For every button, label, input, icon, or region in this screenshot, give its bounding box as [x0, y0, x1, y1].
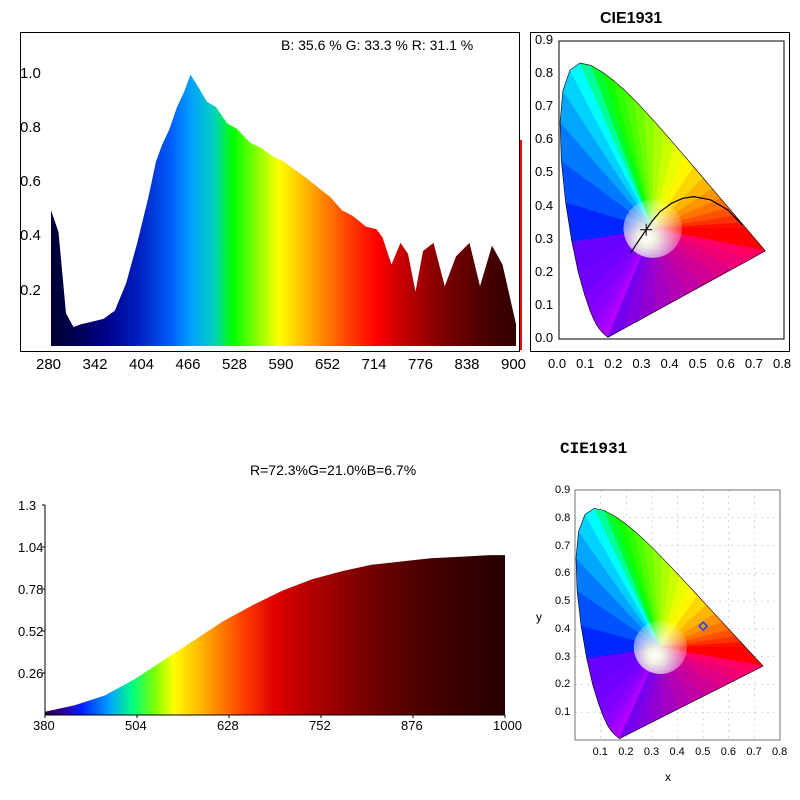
tick-label: 1000 [493, 718, 522, 733]
tick-label: 0.0 [535, 330, 553, 345]
tick-label: 404 [129, 356, 154, 373]
tick-label: 590 [269, 356, 294, 373]
tick-label: 528 [222, 356, 247, 373]
tick-label: 0.7 [745, 356, 763, 371]
tick-label: 900 [501, 356, 526, 373]
tick-label: 0.9 [555, 484, 570, 496]
tick-label: 0.7 [535, 98, 553, 113]
tick-label: 0.52 [18, 624, 43, 639]
tick-label: 0.6 [721, 746, 736, 758]
tick-label: 0.3 [555, 651, 570, 663]
tick-label: 0.3 [535, 231, 553, 246]
tick-label: 0.1 [555, 706, 570, 718]
tick-label: 0.4 [535, 198, 553, 213]
tick-label: 0.0 [548, 356, 566, 371]
tick-label: 0.4 [661, 356, 679, 371]
tick-label: 0.2 [20, 282, 41, 299]
tick-label: 1.0 [20, 65, 41, 82]
tick-label: 0.26 [18, 666, 43, 681]
tick-label: 0.1 [576, 356, 594, 371]
tick-label: 0.3 [632, 356, 650, 371]
red-marker-line [520, 140, 522, 350]
tick-label: 0.8 [535, 65, 553, 80]
bottom-spectrum-chart [20, 500, 510, 730]
tick-label: 0.2 [618, 746, 633, 758]
tick-label: 838 [455, 356, 480, 373]
tick-label: 0.2 [604, 356, 622, 371]
tick-label: 0.7 [746, 746, 761, 758]
top-cie-panel [530, 32, 790, 352]
top-cie-chart [531, 33, 791, 353]
tick-label: 0.2 [555, 678, 570, 690]
tick-label: 714 [362, 356, 387, 373]
tick-label: 280 [36, 356, 61, 373]
tick-label: 0.1 [593, 746, 608, 758]
tick-label: 0.5 [689, 356, 707, 371]
top-spectrum-header: B: 35.6 % G: 33.3 % R: 31.1 % [281, 37, 473, 53]
tick-label: 0.8 [20, 119, 41, 136]
bottom-cie-ylabel: y [536, 610, 542, 624]
tick-label: 0.78 [18, 582, 43, 597]
tick-label: 876 [401, 718, 423, 733]
tick-label: 380 [33, 718, 55, 733]
tick-label: 0.3 [644, 746, 659, 758]
tick-label: 628 [217, 718, 239, 733]
tick-label: 0.1 [535, 297, 553, 312]
tick-label: 0.2 [535, 264, 553, 279]
tick-label: 0.5 [695, 746, 710, 758]
bottom-cie-chart [545, 480, 790, 760]
tick-label: 0.8 [773, 356, 791, 371]
tick-label: 0.6 [555, 567, 570, 579]
tick-label: 466 [176, 356, 201, 373]
tick-label: 0.5 [555, 595, 570, 607]
tick-label: 0.8 [555, 512, 570, 524]
tick-label: 776 [408, 356, 433, 373]
tick-label: 0.6 [20, 173, 41, 190]
tick-label: 0.4 [20, 227, 41, 244]
tick-label: 0.4 [555, 623, 570, 635]
tick-label: 0.8 [772, 746, 787, 758]
tick-label: 0.4 [670, 746, 685, 758]
bottom-spectrum-panel [20, 500, 510, 730]
tick-label: 1.04 [18, 540, 43, 555]
tick-label: 0.6 [717, 356, 735, 371]
top-spectrum-panel: B: 35.6 % G: 33.3 % R: 31.1 % [20, 32, 520, 352]
tick-label: 1.3 [18, 498, 36, 513]
tick-label: 752 [309, 718, 331, 733]
bottom-spectrum-header: R=72.3%G=21.0%B=6.7% [250, 462, 416, 478]
tick-label: 0.5 [535, 164, 553, 179]
tick-label: 0.7 [555, 540, 570, 552]
bottom-cie-panel [545, 480, 790, 760]
bottom-cie-xlabel: x [665, 770, 671, 784]
tick-label: 0.9 [535, 32, 553, 47]
tick-label: 342 [83, 356, 108, 373]
top-cie-title: CIE1931 [600, 10, 662, 28]
tick-label: 0.6 [535, 131, 553, 146]
bottom-cie-title: CIE1931 [560, 440, 627, 458]
tick-label: 652 [315, 356, 340, 373]
tick-label: 504 [125, 718, 147, 733]
top-spectrum-chart [21, 33, 521, 353]
